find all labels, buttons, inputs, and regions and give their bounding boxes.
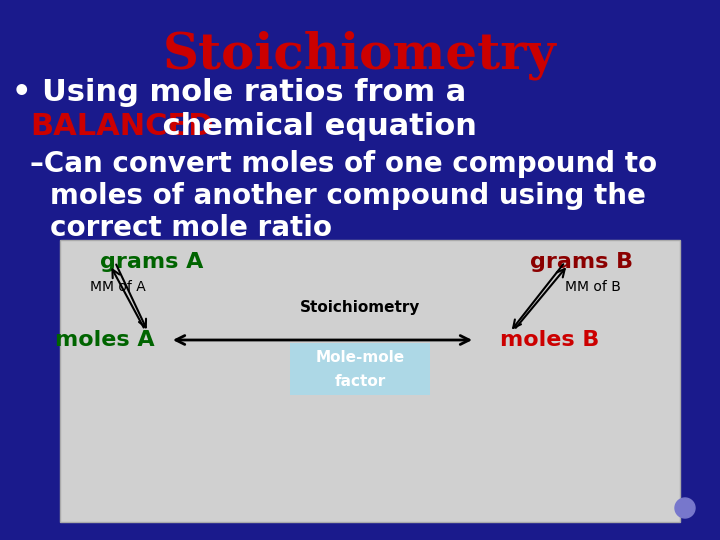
Text: MM of A: MM of A [90, 280, 145, 294]
Circle shape [675, 498, 695, 518]
Text: factor: factor [334, 374, 386, 388]
Text: grams A: grams A [100, 252, 203, 272]
Text: MM of B: MM of B [565, 280, 621, 294]
FancyBboxPatch shape [60, 240, 680, 522]
Text: • Using mole ratios from a: • Using mole ratios from a [12, 78, 467, 107]
FancyBboxPatch shape [290, 343, 430, 395]
Text: moles of another compound using the: moles of another compound using the [50, 182, 646, 210]
Text: chemical equation: chemical equation [152, 112, 477, 141]
Text: BALANCED: BALANCED [30, 112, 214, 141]
Text: Stoichiometry: Stoichiometry [163, 30, 557, 79]
Text: Mole-mole: Mole-mole [315, 349, 405, 364]
Text: Stoichiometry: Stoichiometry [300, 300, 420, 315]
Text: grams B: grams B [530, 252, 633, 272]
Text: correct mole ratio: correct mole ratio [50, 214, 332, 242]
Text: moles A: moles A [55, 330, 155, 350]
Text: –Can convert moles of one compound to: –Can convert moles of one compound to [30, 150, 657, 178]
Text: moles B: moles B [500, 330, 599, 350]
